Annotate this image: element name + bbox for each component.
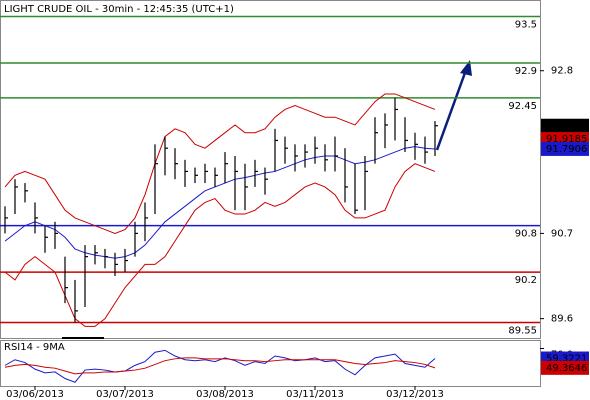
level-label: 90.2 <box>515 275 537 286</box>
x-tick-label: 03/08/2013 <box>196 389 254 400</box>
level-label: 90.8 <box>515 229 537 240</box>
chart-title: LIGHT CRUDE OIL - 30min - 12:45:35 (UTC+… <box>4 4 234 15</box>
y-tick-label: 90.7 <box>551 228 573 239</box>
x-tick-label: 03/06/2013 <box>6 389 64 400</box>
rsi-panel-frame <box>0 340 541 387</box>
level-label: 92.45 <box>508 101 537 112</box>
price-marker-label: 49.3646 <box>546 363 587 374</box>
price-marker <box>541 360 589 375</box>
arrow <box>435 60 472 151</box>
band-line <box>4 163 436 327</box>
y-tick-label: 92.8 <box>551 66 573 77</box>
level-label: 92.9 <box>515 66 537 77</box>
price-marker-label: 92.09 <box>546 121 575 132</box>
level-label: 89.55 <box>508 326 537 337</box>
level-label: 93.5 <box>515 19 537 30</box>
price-marker-label: 91.7906 <box>546 144 587 155</box>
x-tick-label: 03/12/2013 <box>386 389 444 400</box>
price-marker <box>541 118 589 133</box>
arrow-shaft <box>435 69 468 151</box>
price-marker-label: 91.9185 <box>546 134 587 145</box>
band-line <box>4 146 436 259</box>
price-marker-label: 59.3221 <box>546 354 587 365</box>
main-panel-frame <box>0 0 541 339</box>
y-tick-label: 89.6 <box>551 314 573 325</box>
x-tick-label: 03/07/2013 <box>96 389 154 400</box>
price-marker <box>541 141 589 156</box>
arrow-head <box>460 60 472 76</box>
x-tick-label: 03/11/2013 <box>286 389 344 400</box>
rsi-line <box>4 357 436 375</box>
rsi-line <box>4 349 436 383</box>
band-line <box>4 93 436 234</box>
rsi-title: RSI14 - 9MA <box>4 342 65 353</box>
